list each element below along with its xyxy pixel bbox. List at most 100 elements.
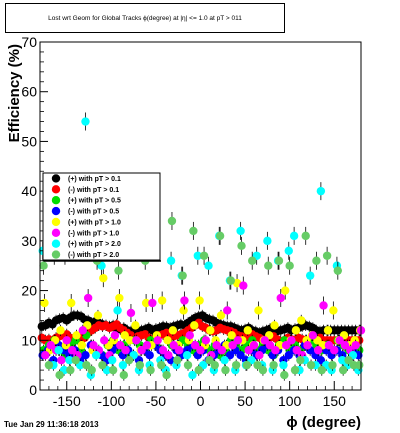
data-point (264, 261, 273, 270)
data-point (340, 341, 350, 350)
data-point (83, 293, 93, 303)
data-point (108, 365, 118, 375)
x-tick-label: 50 (237, 393, 253, 409)
data-point (145, 351, 154, 360)
data-point (329, 306, 338, 315)
data-point (98, 360, 107, 370)
data-point (258, 365, 268, 375)
data-point (162, 370, 171, 380)
data-point (196, 346, 205, 355)
data-point (62, 336, 71, 345)
data-point (322, 251, 332, 260)
data-point (132, 336, 141, 345)
data-point (182, 351, 192, 360)
data-point (44, 360, 54, 370)
chart-title: Lost wrt Geom for Global Tracks ϕ(degree… (48, 14, 242, 22)
data-point (65, 355, 74, 365)
data-point (231, 360, 241, 370)
data-point (255, 351, 264, 360)
data-point (269, 360, 278, 370)
points-layer (37, 112, 366, 381)
timestamp: Tue Jan 29 11:36:18 2013 (4, 420, 99, 429)
y-tick-label: 60 (21, 84, 37, 100)
data-point (212, 341, 221, 350)
data-point (236, 226, 245, 236)
data-point (163, 336, 172, 345)
data-point (54, 346, 63, 355)
data-point (87, 365, 96, 375)
legend-marker (51, 250, 61, 259)
data-point (223, 306, 232, 315)
data-point (289, 231, 299, 241)
data-point (81, 117, 90, 126)
data-point (190, 341, 200, 350)
data-point (308, 331, 318, 340)
data-point (168, 326, 178, 335)
title-box: Lost wrt Geom for Global Tracks ϕ(degree… (5, 3, 285, 33)
data-point (228, 341, 237, 350)
data-point (221, 365, 230, 375)
data-point (355, 360, 364, 370)
data-point (173, 355, 182, 365)
legend-label: (+) with pT > 0.5 (68, 198, 121, 205)
data-point (248, 256, 257, 265)
data-point (215, 231, 225, 241)
data-point (72, 331, 81, 340)
data-point (46, 341, 55, 350)
data-point (121, 346, 130, 355)
data-point (157, 360, 166, 370)
data-point (110, 331, 120, 340)
data-point (303, 341, 312, 350)
data-point (296, 355, 305, 365)
data-point (100, 336, 109, 345)
data-point (67, 298, 76, 308)
y-tick-label: 50 (21, 133, 37, 149)
legend-label: (-) with pT > 0.1 (68, 187, 119, 194)
data-point (119, 370, 129, 380)
data-point (330, 346, 339, 355)
data-point (131, 321, 140, 330)
data-point (312, 256, 321, 265)
data-point (225, 351, 235, 360)
data-point (253, 360, 262, 370)
data-point (169, 341, 178, 350)
data-point (204, 261, 213, 270)
data-point (237, 241, 246, 251)
data-point (226, 276, 236, 285)
data-point (56, 326, 65, 335)
data-point (317, 365, 326, 375)
legend-marker (51, 195, 61, 205)
legend-label: (-) with pT > 0.5 (68, 209, 119, 216)
y-tick-label: 40 (21, 183, 37, 199)
data-point (287, 336, 296, 345)
data-point (205, 355, 214, 365)
data-point (40, 298, 49, 308)
data-point (243, 326, 252, 335)
data-point (188, 370, 197, 380)
legend: (+) with pT > 0.1 (-) with pT > 0.1 (+) wi… (42, 172, 161, 262)
data-point (189, 226, 198, 236)
data-point (324, 341, 334, 350)
data-point (135, 360, 145, 370)
data-point (114, 266, 123, 275)
data-point (66, 365, 75, 375)
data-point (157, 296, 167, 305)
data-point (82, 360, 91, 370)
data-point (279, 360, 288, 370)
data-point (316, 355, 326, 365)
x-tick-label: -100 (97, 393, 125, 409)
data-point (217, 346, 227, 355)
data-point (338, 365, 348, 375)
data-point (351, 341, 360, 350)
legend-box (42, 172, 161, 261)
data-point (146, 365, 155, 375)
data-point (220, 355, 229, 365)
data-point (333, 266, 343, 275)
data-point (153, 336, 162, 345)
data-point (305, 271, 315, 280)
legend-marker (51, 185, 61, 194)
y-tick-label: 10 (21, 332, 37, 348)
data-point (108, 355, 117, 365)
data-point (99, 273, 108, 283)
